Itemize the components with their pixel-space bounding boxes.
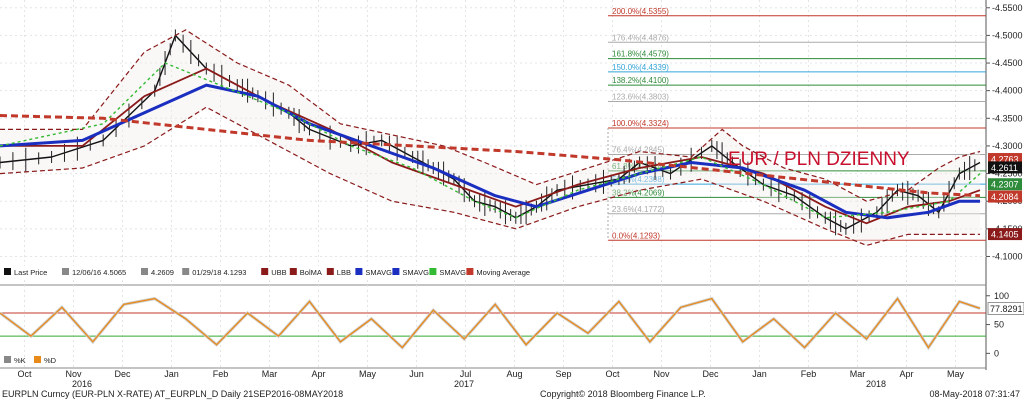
legend-label: 12/06/16 4.5065 [72,268,126,277]
x-tick-label: May [947,369,965,379]
fib-level-label: 150.0%(4.4339) [612,63,669,72]
x-tick-label: Jul [460,369,472,379]
osc-d-line [0,297,981,349]
legend-swatch [392,268,400,275]
legend-swatch [429,268,437,275]
footer-ticker: EURPLN Curncy (EUR-PLN X-RATE) AT_EURPLN… [2,389,343,399]
legend-label: SMAVG [402,268,429,277]
x-tick-label: Oct [605,369,620,379]
osc-legend-swatch [34,356,41,363]
fib-level-label: 50.0%(4.2308) [612,175,665,184]
osc-legend-swatch [4,356,11,363]
y-tick-label: -4.1000 [992,251,1023,261]
fib-level-label: 38.2%(4.2069) [612,188,665,197]
legend-label: 4.2609 [151,268,174,277]
legend-swatch [289,268,297,275]
x-tick-label: Apr [311,369,325,379]
price-tag-label: 4.2763 [991,155,1019,165]
x-tick-label: Nov [653,369,670,379]
legend-swatch [326,268,334,275]
y-tick-label: -4.2500 [992,169,1023,179]
footer-copyright: Copyright© 2018 Bloomberg Finance L.P. [540,389,706,399]
legend-label: Moving Average [476,268,530,277]
x-tick-label: Feb [801,369,817,379]
legend-swatch [62,268,69,275]
x-tick-label: Jan [752,369,767,379]
y-tick-label: -4.3500 [992,113,1023,123]
y-tick-label: -4.3000 [992,141,1023,151]
fib-level-label: 123.6%(4.3803) [612,93,669,102]
x-tick-label: Aug [506,369,522,379]
fib-level-label: 23.6%(4.1772) [612,205,665,214]
fib-level-label: 161.8%(4.4579) [612,50,669,59]
legend-label: SMAVG [365,268,392,277]
x-tick-label: Apr [899,369,913,379]
y-tick-label: -4.5000 [992,30,1023,40]
y-tick-label: -4.4500 [992,58,1023,68]
fib-level-label: 100.0%(4.3324) [612,119,669,128]
y-tick-label: -4.4000 [992,86,1023,96]
price-tag-bg [988,190,1022,203]
price-tag-bg [988,161,1022,174]
osc-tag-bg [987,302,1024,315]
footer-timestamp: 08-May-2018 07:31:47 [929,389,1020,399]
x-tick-label: Mar [850,369,866,379]
x-year-label: 2017 [454,379,474,389]
series-line [0,29,981,202]
bollinger-band-fill [0,29,980,246]
x-tick-label: Sep [555,369,571,379]
fib-level-label: 200.0%(4.5355) [612,7,669,16]
price-tag-bg [988,228,1022,241]
legend-label: Last Price [14,268,47,277]
legend-label: UBB [271,268,286,277]
x-year-label: 2018 [866,379,886,389]
series-line [0,67,981,225]
fib-level-label: 138.2%(4.4100) [612,76,669,85]
fib-level-label: 176.4%(4.4876) [612,33,669,42]
legend-swatch [355,268,363,275]
legend-label: SMAVG [439,268,466,277]
series-line [0,62,981,219]
x-tick-label: Dec [702,369,719,379]
legend-swatch [4,268,11,275]
x-tick-label: Dec [114,369,131,379]
series-line [0,106,980,246]
y-tick-label: -4.5500 [992,3,1023,13]
legend-label: LBB [337,268,351,277]
legend-swatch [141,268,148,275]
x-tick-label: Jun [409,369,424,379]
fib-level-label: 76.4%(4.2845) [612,146,665,155]
price-tag-bg [988,178,1022,191]
fib-level-label: 0.0%(4.1293) [612,231,660,240]
x-tick-label: Mar [262,369,278,379]
x-tick-label: Oct [17,369,32,379]
x-tick-label: Jan [164,369,179,379]
x-year-label: 2016 [72,379,92,389]
x-tick-label: Nov [65,369,82,379]
fib-level-label: 61.8%(4.2548) [612,162,665,171]
legend-swatch [182,268,190,275]
x-tick-label: May [359,369,377,379]
series-line [0,83,980,220]
x-tick-label: Feb [213,369,229,379]
chart-title: EUR / PLN DZIENNY [728,149,910,170]
legend-swatch [261,268,269,275]
osc-tag-label: 77.8291 [990,304,1023,314]
price-tag-label: 4.2611 [991,163,1018,173]
price-tag-label: 4.2307 [991,180,1019,190]
legend-swatch [466,268,474,275]
osc-y-tick-label: 0 [994,348,999,358]
osc-y-tick-label: 100 [994,291,1009,301]
price-tag-label: 4.1405 [991,230,1019,240]
price-tag-label: 4.2084 [991,192,1019,202]
osc-legend-label: %D [44,356,57,365]
legend-label: BolMA [300,268,322,277]
osc-y-tick-label: 50 [994,320,1004,330]
osc-legend-label: %K [14,356,26,365]
legend-label: 01/29/18 4.1293 [192,268,246,277]
series-line [0,114,981,198]
